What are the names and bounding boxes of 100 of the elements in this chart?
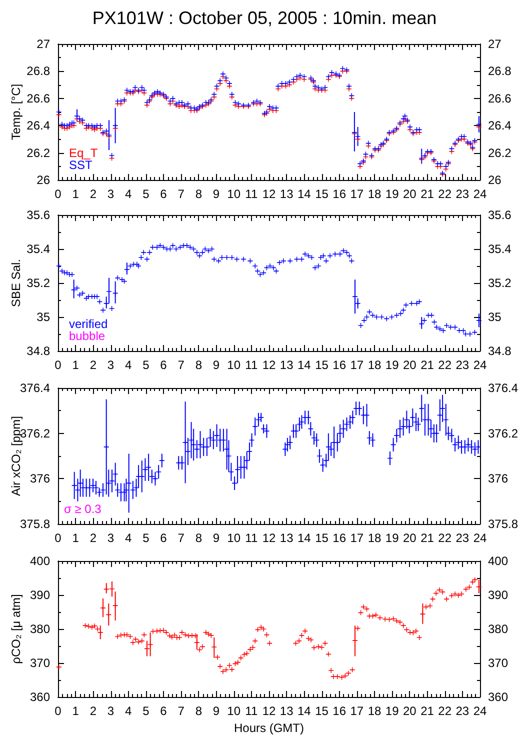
x-tick-label: 6 [160, 187, 168, 201]
x-tick-label: 22 [438, 531, 452, 545]
y2-tick-label: 27 [488, 37, 502, 51]
x-tick-label: 24 [473, 704, 487, 718]
y-tick-label: 34.8 [26, 344, 50, 358]
y2-tick-label: 380 [488, 622, 508, 636]
series-label: verified [69, 317, 108, 331]
x-tick-label: 7 [178, 704, 185, 718]
x-tick-label: 11 [245, 358, 258, 372]
x-tick-label: 12 [262, 358, 276, 372]
y2-tick-label: 35.6 [488, 208, 512, 222]
x-tick-label: 14 [297, 358, 312, 372]
y2-tick-label: 375.8 [488, 517, 518, 531]
y-axis-title: ρCO₂ [μ atm] [9, 594, 23, 664]
x-tick-label: 6 [160, 531, 168, 545]
y2-tick-label: 370 [488, 656, 508, 670]
y2-tick-label: 35.4 [488, 242, 512, 256]
x-tick-label: 10 [227, 187, 241, 201]
x-tick-label: 11 [245, 704, 258, 718]
x-tick-label: 2 [90, 358, 97, 372]
x-tick-label: 12 [262, 531, 276, 545]
x-tick-label: 16 [332, 704, 346, 718]
x-tick-label: 4 [124, 358, 132, 372]
y-tick-label: 380 [30, 622, 50, 636]
x-tick-label: 9 [212, 704, 220, 718]
x-tick-label: 1 [72, 358, 80, 372]
x-tick-label: 3 [107, 187, 114, 201]
x-tick-label: 17 [350, 704, 364, 718]
x-tick-label: 5 [142, 187, 150, 201]
x-tick-label: 8 [195, 358, 202, 372]
x-tick-label: 0 [54, 187, 62, 201]
y-tick-label: 26.6 [26, 91, 50, 106]
x-tick-label: 23 [456, 704, 470, 718]
y-tick-label: 376 [30, 472, 50, 486]
x-tick-label: 12 [262, 704, 276, 718]
x-tick-label: 11 [245, 531, 258, 545]
x-tick-label: 22 [438, 187, 452, 201]
x-tick-label: 10 [227, 358, 241, 372]
x-tick-label: 24 [473, 358, 487, 372]
x-tick-label: 10 [227, 704, 241, 718]
legend-label: bubble [69, 329, 106, 343]
x-tick-label: 3 [107, 358, 114, 372]
y-tick-label: 390 [30, 588, 50, 602]
x-tick-label: 19 [385, 704, 400, 718]
x-tick-label: 20 [402, 187, 417, 201]
x-tick-label: 6 [160, 704, 168, 718]
x-tick-label: 18 [368, 358, 382, 372]
x-tick-label: 2 [90, 704, 97, 718]
x-tick-label: 18 [368, 187, 382, 201]
x-tick-label: 13 [280, 531, 294, 545]
x-tick-label: 17 [350, 358, 364, 372]
x-tick-label: 23 [456, 531, 470, 545]
x-tick-label: 21 [420, 531, 434, 545]
y2-tick-label: 360 [488, 690, 508, 704]
x-tick-label: 18 [368, 531, 382, 545]
x-tick-label: 23 [456, 187, 470, 201]
x-tick-label: 20 [402, 358, 417, 372]
y2-tick-label: 400 [488, 554, 508, 568]
x-tick-label: 19 [385, 187, 400, 201]
y-tick-label: 360 [30, 690, 50, 704]
y-tick-label: 26.2 [26, 146, 50, 160]
x-tick-label: 21 [420, 704, 434, 718]
y-tick-label: 370 [30, 656, 50, 670]
y-tick-label: 35.2 [26, 276, 50, 290]
y2-tick-label: 26.2 [488, 146, 512, 160]
y2-tick-label: 35 [488, 310, 502, 324]
x-tick-label: 4 [124, 531, 132, 545]
x-tick-label: 17 [350, 531, 364, 545]
x-tick-label: 24 [473, 531, 487, 545]
x-tick-label: 15 [315, 358, 329, 372]
x-tick-label: 21 [420, 358, 434, 372]
x-tick-label: 7 [178, 358, 185, 372]
series-label: Eq_T [69, 146, 98, 160]
y-tick-label: 375.8 [20, 517, 50, 531]
x-tick-label: 3 [107, 704, 114, 718]
x-tick-label: 13 [280, 187, 294, 201]
x-tick-label: 14 [297, 531, 312, 545]
y-axis-title: Temp. [°C] [9, 84, 23, 140]
x-tick-label: 6 [160, 358, 168, 372]
x-tick-label: 9 [212, 187, 220, 201]
x-tick-label: 8 [195, 704, 202, 718]
x-tick-label: 13 [280, 358, 294, 372]
y2-tick-label: 390 [488, 588, 508, 602]
x-tick-label: 12 [262, 187, 276, 201]
x-tick-label: 16 [332, 531, 346, 545]
x-axis-title: Hours (GMT) [234, 720, 304, 735]
x-tick-label: 5 [142, 358, 150, 372]
x-tick-label: 4 [124, 704, 132, 718]
y2-tick-label: 35.2 [488, 276, 512, 290]
x-tick-label: 2 [90, 531, 97, 545]
x-tick-label: 14 [297, 187, 312, 201]
x-tick-label: 18 [368, 704, 382, 718]
x-tick-label: 22 [438, 358, 452, 372]
x-tick-label: 14 [297, 704, 312, 718]
x-tick-label: 15 [315, 187, 329, 201]
x-tick-label: 20 [402, 704, 417, 718]
x-tick-label: 11 [245, 187, 258, 201]
x-tick-label: 7 [178, 187, 185, 201]
y-tick-label: 400 [30, 554, 50, 568]
x-tick-label: 20 [402, 531, 417, 545]
